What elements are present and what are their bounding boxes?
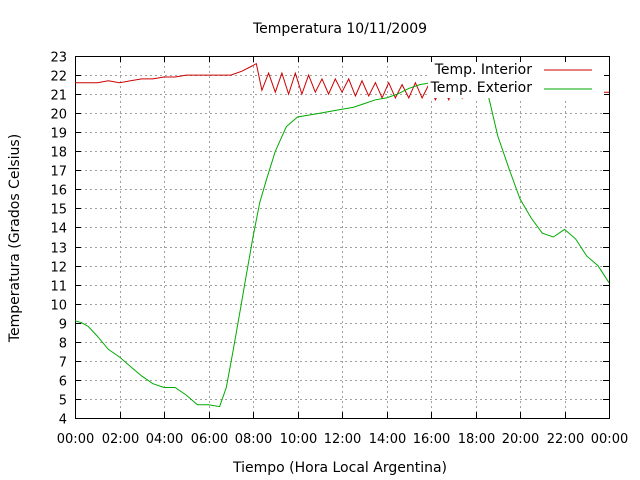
x-tick-label: 00:00 — [591, 432, 628, 447]
y-tick-labels: 4 5 6 7 8 9 10 11 12 13 14 15 16 17 18 19 20 21 22 23 — [50, 51, 67, 428]
plot-frame — [75, 56, 610, 419]
y-tick-label: 18 — [50, 146, 67, 161]
x-tick-label: 12:00 — [324, 432, 361, 447]
x-axis-title: Tiempo (Hora Local Argentina) — [232, 460, 447, 476]
x-tick-label: 16:00 — [413, 432, 450, 447]
x-tick-label: 08:00 — [235, 432, 272, 447]
x-tick-label: 22:00 — [547, 432, 584, 447]
x-tick-label: 10:00 — [280, 432, 317, 447]
y-tick-label: 17 — [50, 165, 67, 180]
x-tick-label: 00:00 — [57, 432, 94, 447]
y-tick-label: 5 — [59, 394, 67, 409]
legend: Temp. Interior Temp. Exterior — [428, 62, 604, 98]
y-tick-label: 13 — [50, 242, 67, 257]
series-lines — [74, 62, 610, 408]
y-tick-label: 7 — [59, 356, 67, 371]
y-tick-label: 12 — [50, 261, 67, 276]
y-tick-label: 21 — [50, 89, 67, 104]
chart-title: Temperatura 10/11/2009 — [252, 21, 427, 37]
grid-lines — [75, 56, 609, 418]
y-tick-label: 11 — [50, 280, 67, 295]
y-tick-label: 22 — [50, 70, 67, 85]
x-tick-label: 02:00 — [102, 432, 139, 447]
y-tick-label: 4 — [59, 413, 67, 428]
x-tick-label: 18:00 — [458, 432, 495, 447]
x-tick-label: 04:00 — [146, 432, 183, 447]
legend-background — [428, 62, 604, 98]
y-tick-label: 19 — [50, 127, 67, 142]
y-tick-label: 14 — [50, 222, 67, 237]
y-tick-label: 9 — [59, 318, 67, 333]
y-tick-label: 8 — [59, 337, 67, 352]
x-tick-label: 20:00 — [502, 432, 539, 447]
legend-label-interior: Temp. Interior — [434, 62, 533, 78]
series-line-exterior — [74, 74, 610, 408]
y-tick-label: 16 — [50, 184, 67, 199]
y-tick-label: 20 — [50, 108, 67, 123]
legend-label-exterior: Temp. Exterior — [430, 80, 533, 96]
y-axis-title: Temperatura (Grados Celsius) — [7, 134, 23, 343]
y-tick-label: 15 — [50, 203, 67, 218]
y-tick-label: 6 — [59, 375, 67, 390]
x-tick-labels: 00:00 02:00 04:00 06:00 08:00 10:00 12:00 14:00… — [57, 432, 628, 447]
x-tick-label: 06:00 — [191, 432, 228, 447]
y-tick-label: 10 — [50, 299, 67, 314]
y-tick-label: 23 — [50, 51, 67, 66]
x-tick-label: 14:00 — [369, 432, 406, 447]
